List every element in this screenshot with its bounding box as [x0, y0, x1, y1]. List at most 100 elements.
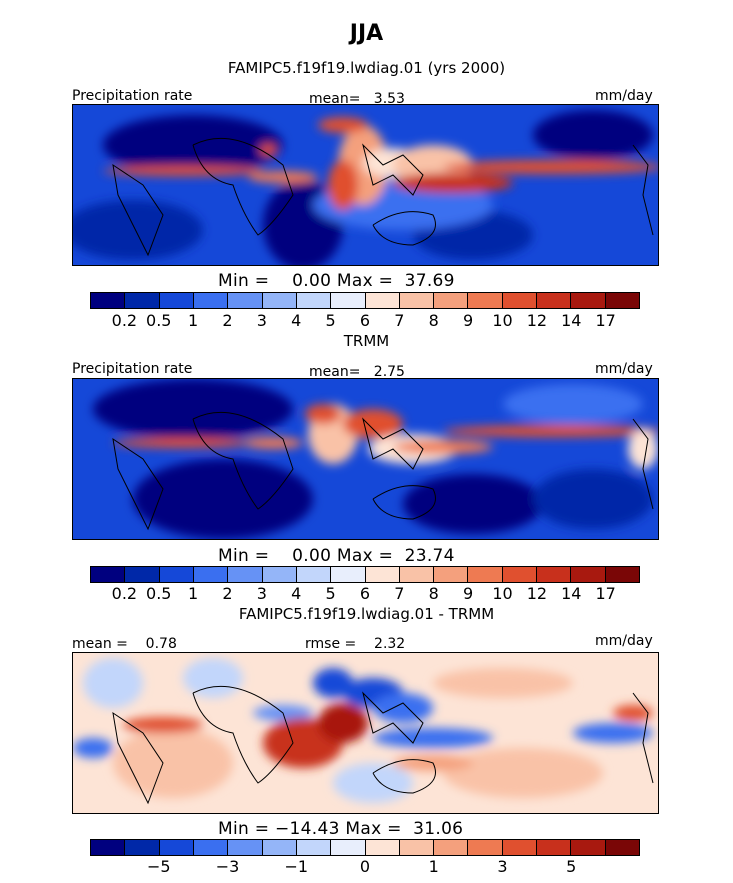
panel-2-mean-label: mean= 2.75: [309, 364, 405, 380]
colorbar-swatch: [331, 293, 366, 308]
panel-1-min-max: Min = 0.00 Max = 37.69: [218, 271, 455, 291]
panel-3-map: [72, 652, 659, 814]
colorbar-swatch: [502, 567, 538, 582]
colorbar-tick-label: 8: [428, 584, 439, 603]
colorbar-swatch: [605, 840, 639, 855]
panel-3-map-svg: [73, 653, 658, 813]
colorbar-swatch: [193, 567, 229, 582]
panel-1-map: [72, 104, 659, 266]
colorbar-swatch: [159, 567, 194, 582]
panel-3-difference-field: [73, 658, 653, 803]
panel-2-colorbar-ticks: 0.2 0.5 1 2 3 4 5 6 7 8 9 10 12 14 17: [90, 584, 640, 603]
colorbar-swatch: [468, 840, 503, 855]
colorbar-swatch: [502, 293, 538, 308]
panel-2-min-max: Min = 0.00 Max = 23.74: [218, 546, 455, 566]
colorbar-tick-label: 0.2: [111, 584, 138, 603]
panel-1-units-label: mm/day: [595, 88, 653, 104]
colorbar-tick-label: 2: [222, 584, 233, 603]
panel-3-rmse-label: rmse = 2.32: [305, 636, 406, 652]
colorbar-swatch: [571, 840, 606, 855]
panel-1-colorbar-ticks: 0.2 0.5 1 2 3 4 5 6 7 8 9 10 12 14 17: [90, 311, 640, 330]
colorbar-swatch: [91, 293, 126, 308]
panel-3-mean-label: mean = 0.78: [72, 636, 177, 652]
colorbar-swatch: [571, 567, 606, 582]
colorbar-swatch: [605, 567, 639, 582]
colorbar-swatch: [399, 293, 435, 308]
colorbar-tick-label: 3: [256, 311, 267, 330]
panel-2-precip-field: [93, 379, 658, 539]
colorbar-tick-label: 1: [188, 311, 199, 330]
colorbar-tick-label: 1: [188, 584, 199, 603]
colorbar-swatch: [537, 567, 572, 582]
colorbar-swatch: [262, 840, 297, 855]
colorbar-swatch: [502, 840, 538, 855]
colorbar-tick-label: 0: [359, 857, 371, 876]
colorbar-swatch: [262, 567, 297, 582]
colorbar-swatch: [605, 293, 639, 308]
colorbar-swatch: [399, 840, 435, 855]
colorbar-swatch: [193, 293, 229, 308]
colorbar-swatch: [262, 293, 297, 308]
colorbar-tick-label: 3: [497, 857, 508, 876]
panel-2-variable-label: Precipitation rate: [72, 361, 193, 377]
colorbar-tick-label: 14: [561, 584, 582, 603]
panel-1-colorbar: [90, 292, 640, 309]
colorbar-tick-label: 5: [325, 311, 336, 330]
colorbar-tick-label: 6: [359, 584, 371, 603]
colorbar-swatch: [365, 567, 400, 582]
colorbar-swatch: [468, 293, 503, 308]
colorbar-swatch: [296, 567, 332, 582]
colorbar-swatch: [296, 840, 332, 855]
panel-3-colorbar: [90, 839, 640, 856]
panel-2-subtitle: TRMM: [343, 332, 390, 350]
panel-3-units-label: mm/day: [595, 633, 653, 649]
colorbar-tick-label: −5: [146, 857, 171, 876]
colorbar-swatch: [365, 840, 400, 855]
panel-3-coastlines: [112, 685, 654, 805]
colorbar-tick-label: 7: [394, 311, 405, 330]
panel-1-subtitle: FAMIPC5.f19f19.lwdiag.01 (yrs 2000): [227, 59, 506, 77]
colorbar-swatch: [571, 293, 606, 308]
colorbar-tick-label: −3: [215, 857, 240, 876]
colorbar-swatch: [159, 840, 194, 855]
colorbar-tick-label: 17: [595, 311, 616, 330]
colorbar-swatch: [331, 840, 366, 855]
panel-1-precip-field: [73, 110, 658, 265]
colorbar-swatch: [434, 567, 469, 582]
colorbar-swatch: [537, 840, 572, 855]
panel-2-units-label: mm/day: [595, 361, 653, 377]
panel-1-coastlines: [112, 137, 654, 257]
colorbar-tick-label: 4: [291, 311, 302, 330]
colorbar-tick-label: 7: [394, 584, 405, 603]
colorbar-tick-label: 6: [359, 311, 371, 330]
colorbar-tick-label: 8: [428, 311, 439, 330]
panel-1-mean-label: mean= 3.53: [309, 91, 405, 107]
colorbar-tick-label: 3: [256, 584, 267, 603]
colorbar-tick-label: 2: [222, 311, 233, 330]
panel-2-map-svg: [73, 379, 658, 539]
colorbar-tick-label: 5: [566, 857, 577, 876]
colorbar-swatch: [193, 840, 229, 855]
colorbar-swatch: [228, 567, 263, 582]
colorbar-tick-label: 0.5: [146, 311, 172, 330]
colorbar-swatch: [228, 840, 263, 855]
panel-3-subtitle: FAMIPC5.f19f19.lwdiag.01 - TRMM: [238, 605, 495, 623]
panel-3-colorbar-ticks: −5 −3 −1 0 1 3 5: [90, 857, 640, 876]
colorbar-tick-label: −1: [284, 857, 309, 876]
colorbar-swatch: [434, 840, 469, 855]
colorbar-swatch: [296, 293, 332, 308]
colorbar-swatch: [125, 293, 160, 308]
colorbar-tick-label: 10: [492, 311, 513, 330]
colorbar-tick-label: 12: [526, 584, 548, 603]
panel-1-variable-label: Precipitation rate: [72, 88, 193, 104]
colorbar-tick-label: 17: [595, 584, 616, 603]
panel-2-colorbar: [90, 566, 640, 583]
colorbar-swatch: [228, 293, 263, 308]
colorbar-tick-label: 1: [428, 857, 439, 876]
colorbar-swatch: [365, 293, 400, 308]
panel-2-coastlines: [112, 411, 654, 531]
colorbar-swatch: [125, 840, 160, 855]
panel-2-map: [72, 378, 659, 540]
colorbar-swatch: [468, 567, 503, 582]
colorbar-swatch: [91, 840, 126, 855]
